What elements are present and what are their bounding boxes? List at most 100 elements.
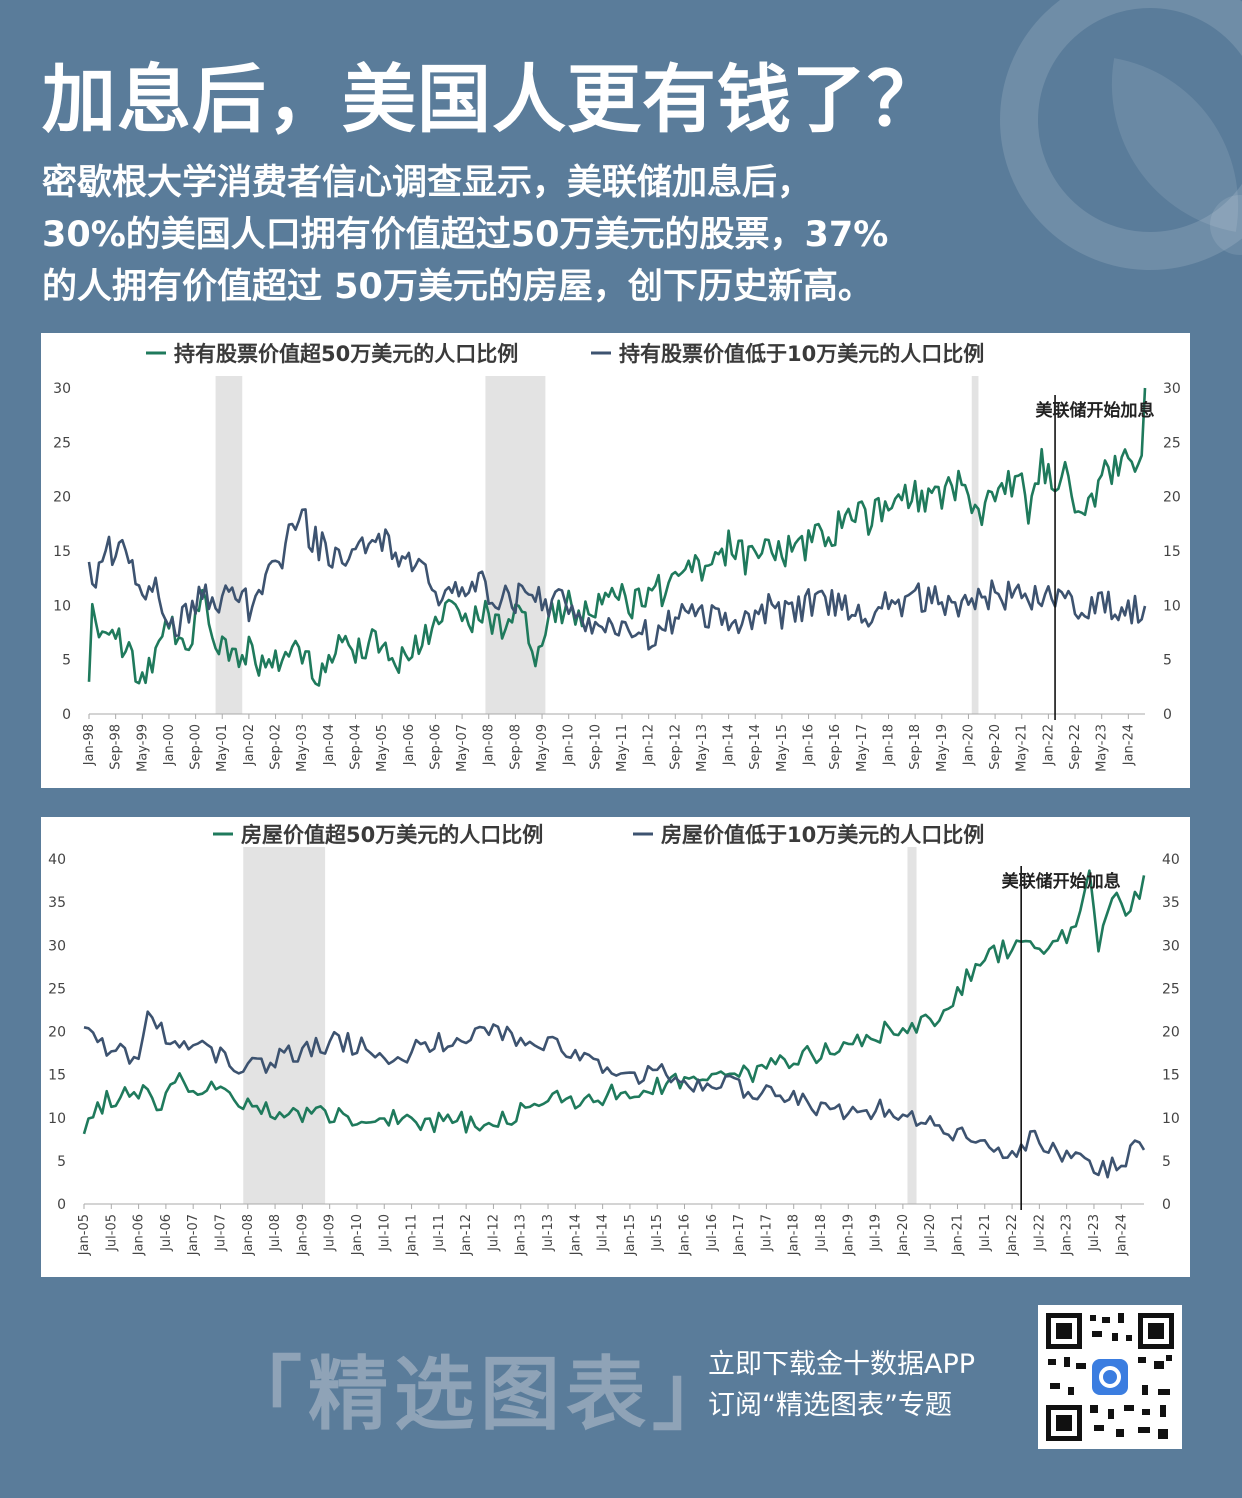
x-tick-label: Jan-18 (881, 724, 896, 766)
x-tick-label: Jan-17 (732, 1214, 747, 1256)
x-tick-label: Jul-07 (213, 1214, 228, 1252)
x-tick-label: Jan-04 (322, 724, 337, 766)
y-tick-label-right: 0 (1162, 1197, 1171, 1213)
y-tick-label-left: 5 (62, 653, 71, 669)
y-tick-label-right: 5 (1162, 1154, 1171, 1170)
x-tick-label: Sep-00 (189, 724, 204, 770)
footer-download-text: 立即下载金十数据APP (708, 1349, 976, 1380)
x-tick-label: Jul-10 (377, 1214, 392, 1252)
subtitle-line: 30%的美国人口拥有价值超过50万美元的股票，37% (42, 215, 889, 255)
x-tick-label: May-13 (695, 724, 710, 772)
x-tick-label: Jan-19 (841, 1214, 856, 1256)
x-tick-label: Jan-10 (562, 724, 577, 766)
series-line (87, 387, 1147, 687)
x-tick-label: Jan-08 (241, 1214, 256, 1256)
x-tick-label: Jul-13 (541, 1214, 556, 1252)
series-line (87, 508, 1147, 651)
y-tick-label-right: 30 (1163, 381, 1181, 397)
y-tick-label-right: 20 (1162, 1025, 1180, 1041)
legend-label: 持有股票价值超50万美元的人口比例 (174, 342, 518, 366)
x-tick-label: Sep-98 (109, 724, 124, 770)
y-tick-label-left: 15 (48, 1068, 66, 1084)
y-tick-label-left: 0 (57, 1197, 66, 1213)
x-tick-label: May-17 (855, 724, 870, 772)
y-tick-label-left: 10 (48, 1111, 66, 1127)
x-tick-label: Jan-00 (162, 724, 177, 766)
x-tick-label: Jul-18 (814, 1214, 829, 1252)
x-tick-label: May-09 (535, 724, 550, 772)
x-tick-label: Jul-08 (268, 1214, 283, 1252)
subtitle-line: 密歇根大学消费者信心调查显示，美联储加息后， (42, 163, 813, 203)
recession-band (971, 376, 979, 714)
x-tick-label: Sep-04 (348, 724, 363, 770)
footer-brand: 「精选图表」 (222, 1348, 738, 1441)
x-tick-label: Jan-11 (405, 1214, 420, 1256)
x-tick-label: Jan-24 (1121, 724, 1136, 766)
y-tick-label-left: 25 (48, 981, 66, 997)
house-chart-panel: 0 0 5 5 10 10 15 15 20 20 25 25 30 30 35 35 40 40 Jan-05 Ju… (41, 817, 1190, 1277)
legend-label: 持有股票价值低于10万美元的人口比例 (619, 342, 984, 366)
x-tick-label: Jan-21 (950, 1214, 965, 1256)
y-tick-label-left: 30 (53, 381, 71, 397)
x-tick-label: Jul-09 (323, 1214, 338, 1252)
x-tick-label: May-15 (775, 724, 790, 772)
x-tick-label: Sep-18 (908, 724, 923, 770)
y-tick-label-left: 0 (62, 707, 71, 723)
x-tick-label: Jul-22 (1032, 1214, 1047, 1252)
x-tick-label: Jan-23 (1060, 1214, 1075, 1256)
x-tick-label: Jan-20 (961, 724, 976, 766)
x-tick-label: Jan-15 (623, 1214, 638, 1256)
x-tick-label: Jan-18 (787, 1214, 802, 1256)
y-tick-label-left: 30 (48, 938, 66, 954)
x-tick-label: Jan-22 (1005, 1214, 1020, 1256)
y-tick-label-right: 40 (1162, 852, 1180, 868)
x-tick-label: Jan-02 (242, 724, 257, 766)
x-tick-label: Jan-14 (722, 724, 737, 766)
y-tick-label-right: 0 (1163, 707, 1172, 723)
x-tick-label: Jul-21 (978, 1214, 993, 1252)
x-tick-label: May-01 (215, 724, 230, 772)
page-title: 加息后，美国人更有钱了？ (42, 57, 942, 143)
x-tick-label: Jul-20 (923, 1214, 938, 1252)
x-tick-label: Jan-20 (896, 1214, 911, 1256)
y-tick-label-right: 15 (1162, 1068, 1180, 1084)
x-tick-label: May-23 (1095, 724, 1110, 772)
x-tick-label: Jan-12 (459, 1214, 474, 1256)
x-tick-label: May-07 (455, 724, 470, 772)
y-tick-label-right: 30 (1162, 938, 1180, 954)
y-tick-label-left: 10 (53, 598, 71, 614)
stock-chart-panel: 0 0 5 5 10 10 15 15 20 20 25 25 30 30 Jan-98 Sep-98 May-… (41, 333, 1190, 788)
x-tick-label: Sep-06 (428, 724, 443, 770)
x-tick-label: May-05 (375, 724, 390, 772)
recession-band (243, 847, 326, 1204)
rate-hike-annotation: 美联储开始加息 (1036, 400, 1155, 421)
qr-code[interactable] (1038, 1305, 1182, 1449)
x-tick-label: Jul-16 (705, 1214, 720, 1252)
y-tick-label-right: 5 (1163, 653, 1172, 669)
x-tick-label: Jul-06 (159, 1214, 174, 1252)
footer-subscribe-text: 订阅“精选图表”专题 (708, 1390, 952, 1421)
x-tick-label: Jul-23 (1087, 1214, 1102, 1252)
x-tick-label: Jan-10 (350, 1214, 365, 1256)
x-tick-label: Jan-06 (132, 1214, 147, 1256)
x-tick-label: Jan-24 (1114, 1214, 1129, 1256)
y-tick-label-right: 10 (1163, 598, 1181, 614)
subtitle-line: 的人拥有价值超过 50万美元的房屋，创下历史新高。 (42, 267, 873, 307)
y-tick-label-right: 35 (1162, 895, 1180, 911)
x-tick-label: May-21 (1015, 724, 1030, 772)
x-tick-label: May-19 (935, 724, 950, 772)
x-tick-label: Jul-17 (759, 1214, 774, 1252)
x-tick-label: Sep-12 (668, 724, 683, 770)
recession-band (485, 376, 546, 714)
x-tick-label: Jul-12 (486, 1214, 501, 1252)
series-line (83, 1010, 1146, 1179)
y-tick-label-left: 20 (53, 490, 71, 506)
x-tick-label: Jul-19 (869, 1214, 884, 1252)
x-tick-label: Sep-08 (508, 724, 523, 770)
y-tick-label-right: 20 (1163, 490, 1181, 506)
x-tick-label: Sep-02 (269, 724, 284, 770)
x-tick-label: May-03 (295, 724, 310, 772)
x-tick-label: Sep-22 (1068, 724, 1083, 770)
y-tick-label-left: 40 (48, 852, 66, 868)
x-tick-label: Jul-05 (104, 1214, 119, 1252)
